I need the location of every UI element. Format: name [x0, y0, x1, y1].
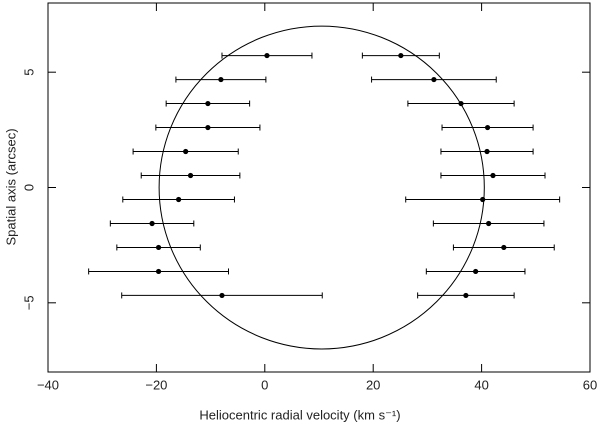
data-point: [484, 148, 490, 155]
plot-frame: [47, 2, 591, 373]
data-point: [187, 172, 194, 179]
data-point: [431, 76, 437, 83]
data-point: [155, 268, 162, 275]
data-point: [398, 52, 404, 59]
data-point: [205, 124, 211, 131]
x-axis-label: Heliocentric radial velocity (km s⁻¹): [199, 407, 400, 422]
y-tick-label: −5: [21, 295, 36, 310]
data-point: [480, 196, 486, 203]
data-point: [218, 76, 224, 83]
data-point: [264, 52, 270, 59]
x-tick-label: 20: [366, 377, 380, 392]
y-tick-label: 5: [21, 69, 36, 76]
data-point: [484, 124, 491, 131]
x-tick-label: −40: [37, 377, 59, 392]
data-point: [219, 292, 225, 299]
x-tick-label: 0: [261, 377, 268, 392]
data-point: [486, 220, 492, 227]
model-ellipse: [158, 25, 485, 350]
y-tick-label: 0: [21, 184, 36, 191]
x-tick-label: −20: [145, 377, 167, 392]
data-point: [473, 268, 479, 275]
y-axis-label: Spatial axis (arcsec): [3, 128, 18, 245]
data-point: [155, 244, 162, 251]
data-point: [183, 148, 189, 155]
data-point: [463, 292, 469, 299]
data-point: [205, 100, 211, 107]
data-point: [501, 244, 507, 251]
x-tick-label: 40: [474, 377, 488, 392]
data-point: [490, 172, 496, 179]
x-tick-label: 60: [583, 377, 597, 392]
data-point: [458, 100, 464, 107]
data-point: [149, 220, 155, 227]
data-point: [176, 196, 182, 203]
